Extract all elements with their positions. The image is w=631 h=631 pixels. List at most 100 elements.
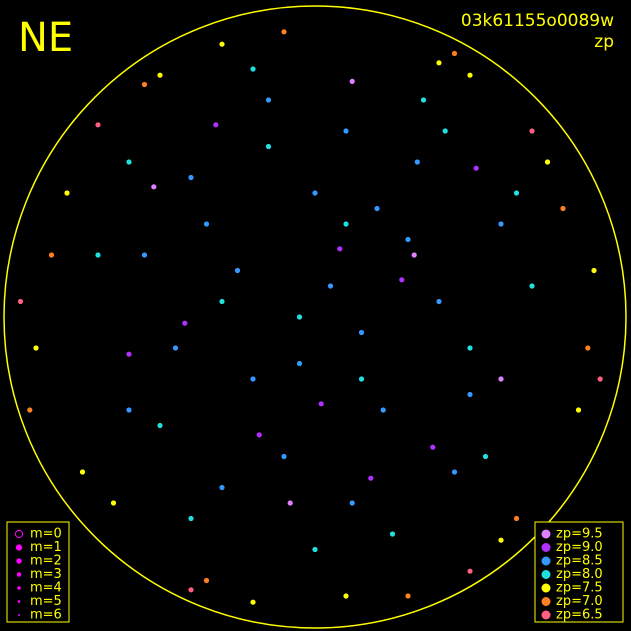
star-point [234, 267, 241, 274]
star-point [498, 537, 504, 543]
star-point [188, 587, 194, 593]
size-legend-marker [17, 586, 21, 590]
legend-label: zp=9.5 [556, 527, 603, 542]
star-point [219, 298, 225, 305]
star-point [575, 407, 582, 413]
star-point [389, 531, 396, 537]
star-point [250, 376, 256, 382]
star-point [256, 432, 262, 438]
star-point [126, 407, 132, 413]
chart-title: NE [18, 15, 73, 61]
star-point [48, 252, 55, 258]
legend-label: zp=7.0 [556, 594, 603, 609]
star-point [312, 190, 318, 196]
star-point [343, 221, 349, 227]
star-point [482, 453, 489, 460]
star-point [182, 320, 188, 326]
star-point [473, 165, 479, 171]
star-point [467, 345, 473, 351]
star-point [436, 298, 442, 305]
star-point [265, 97, 272, 103]
star-point [219, 41, 225, 47]
star-point [451, 50, 458, 57]
star-point [312, 546, 318, 553]
star-point [327, 283, 334, 289]
star-point [151, 184, 157, 190]
star-point [281, 453, 287, 460]
size-legend-marker [18, 614, 20, 616]
star-point [544, 159, 551, 165]
star-point [430, 444, 436, 450]
star-point [17, 298, 24, 305]
star-point [405, 236, 411, 243]
star-point [436, 60, 442, 66]
legend-marker [541, 610, 551, 620]
star-point [95, 122, 101, 128]
legend-label: zp=7.5 [556, 581, 603, 596]
star-point [281, 29, 287, 35]
star-point [358, 329, 365, 336]
star-point [411, 252, 417, 258]
size-legend-marker [17, 600, 21, 603]
legend-marker [541, 556, 551, 566]
star-point [287, 500, 293, 506]
star-point [349, 78, 355, 84]
star-point [343, 593, 349, 599]
label: zp [594, 32, 614, 52]
size-legend-label: m=2 [30, 554, 62, 569]
size-legend-label: m=3 [30, 567, 62, 582]
size-legend-label: m=0 [30, 527, 62, 542]
star-point [420, 97, 427, 103]
size-legend-marker [15, 544, 23, 551]
star-point [110, 500, 117, 506]
legend-marker [541, 529, 551, 539]
star-point [203, 577, 210, 584]
size-legend-label: m=6 [30, 608, 62, 623]
star-point [414, 159, 420, 165]
star-point [250, 66, 256, 72]
star-point [296, 360, 303, 367]
size-legend-label: m=1 [30, 540, 62, 555]
legend-label: zp=9.0 [556, 540, 603, 555]
star-point [126, 159, 132, 165]
size-legend-label: m=4 [30, 581, 62, 596]
star-point [380, 407, 386, 413]
star-point [318, 401, 324, 407]
star-point [442, 128, 448, 134]
star-point [591, 267, 597, 274]
star-point [467, 568, 473, 574]
legend-label: zp=8.0 [556, 567, 603, 582]
star-point [585, 345, 591, 351]
star-point [467, 391, 473, 398]
star-point [405, 593, 411, 599]
legend-label: zp=8.5 [556, 554, 603, 569]
legend-marker [541, 597, 551, 606]
star-point [157, 72, 163, 78]
star-point [337, 246, 343, 252]
star-point [349, 500, 355, 506]
star-point [597, 376, 603, 382]
star-point [358, 376, 365, 382]
star-point [141, 81, 148, 88]
star-point [95, 252, 101, 258]
star-point [529, 283, 535, 289]
star-point [467, 72, 473, 78]
horizon-circle [3, 5, 627, 629]
size-legend-label: m=5 [30, 594, 62, 609]
star-point [203, 221, 210, 227]
legend-marker [541, 583, 551, 593]
size-legend-marker [16, 572, 22, 577]
star-point [157, 422, 163, 429]
star-point [498, 376, 504, 382]
legend-marker [541, 543, 551, 552]
star-point [27, 407, 33, 413]
star-point [219, 484, 225, 491]
star-point [529, 128, 535, 134]
star-point [213, 122, 219, 128]
legend-label: zp=6.5 [556, 608, 603, 623]
subtitle: 03k61155o0089w [461, 11, 614, 31]
star-point [296, 314, 303, 320]
size-legend-box [6, 521, 70, 623]
